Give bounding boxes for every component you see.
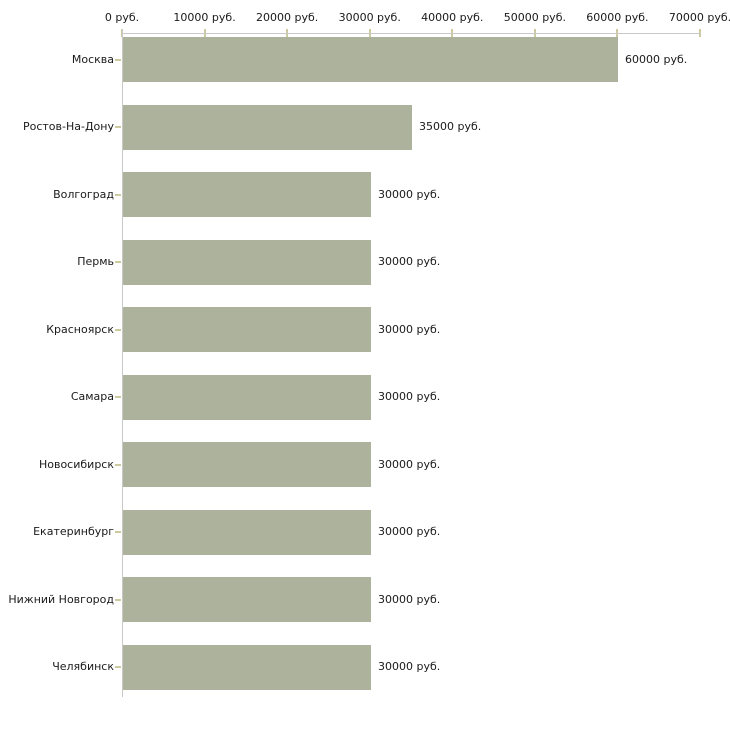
bar-value-label: 30000 руб.	[378, 322, 441, 336]
x-axis-tick-label: 20000 руб.	[256, 11, 319, 24]
y-axis-tick	[115, 328, 121, 331]
bar	[123, 37, 618, 82]
bar-value-label: 30000 руб.	[378, 592, 441, 606]
x-axis-tick-label: 50000 руб.	[503, 11, 566, 24]
y-axis-category-label: Москва	[71, 52, 114, 66]
y-axis-tick	[115, 58, 121, 61]
bar-value-label: 30000 руб.	[378, 660, 441, 673]
bar-value-label: 30000 руб.	[378, 187, 441, 201]
y-axis-category-label: Челябинск	[52, 660, 114, 673]
bar-value-label: 60000 руб.	[625, 52, 688, 66]
x-axis-tick-label: 0 руб.	[104, 11, 140, 24]
bar	[123, 577, 371, 622]
y-axis-tick	[115, 126, 121, 128]
x-axis-tick-label: 60000 руб.	[586, 11, 649, 24]
bar	[123, 374, 371, 420]
bar	[123, 442, 371, 487]
bar-value-label: 30000 руб.	[378, 255, 441, 268]
bar	[123, 104, 412, 150]
x-axis-tick-label: 10000 руб.	[173, 11, 236, 24]
y-axis-tick	[115, 396, 121, 398]
y-axis-tick	[115, 463, 121, 466]
bar	[123, 509, 371, 555]
y-axis-tick	[115, 598, 121, 601]
x-axis-line	[122, 33, 701, 34]
y-axis-tick	[115, 666, 121, 668]
x-axis-tick-label: 30000 руб.	[338, 11, 401, 24]
y-axis-tick	[115, 193, 121, 196]
bar	[123, 172, 371, 217]
y-axis-tick	[115, 531, 121, 533]
y-axis-line	[122, 29, 123, 697]
bar	[123, 307, 371, 352]
bar-value-label: 35000 руб.	[419, 120, 482, 133]
y-axis-tick	[115, 261, 121, 263]
y-axis-category-label: Волгоград	[53, 187, 114, 201]
x-axis-tick-label: 40000 руб.	[421, 11, 484, 24]
bar-value-label: 30000 руб.	[378, 525, 441, 538]
y-axis-category-label: Самара	[70, 390, 114, 403]
bar	[123, 644, 371, 690]
y-axis-category-label: Красноярск	[46, 322, 114, 336]
y-axis-category-label: Ростов-На-Дону	[22, 120, 114, 133]
y-axis-category-label: Пермь	[77, 255, 114, 268]
y-axis-category-label: Екатеринбург	[33, 525, 114, 538]
y-axis-category-label: Новосибирск	[38, 457, 114, 471]
x-axis-tick-label: 70000 руб.	[668, 11, 730, 24]
bar-value-label: 30000 руб.	[378, 390, 441, 403]
y-axis-category-label: Нижний Новгород	[8, 592, 114, 606]
bar-value-label: 30000 руб.	[378, 457, 441, 471]
bar	[123, 239, 371, 285]
